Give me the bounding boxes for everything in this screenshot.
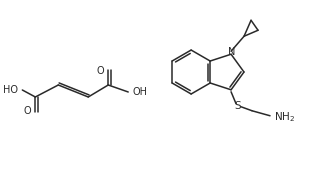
Text: S: S bbox=[235, 101, 241, 111]
Text: O: O bbox=[97, 66, 104, 76]
Text: O: O bbox=[24, 106, 31, 116]
Text: HO: HO bbox=[3, 85, 18, 95]
Text: NH$_2$: NH$_2$ bbox=[274, 110, 295, 124]
Text: OH: OH bbox=[132, 87, 147, 97]
Text: N: N bbox=[228, 47, 236, 57]
